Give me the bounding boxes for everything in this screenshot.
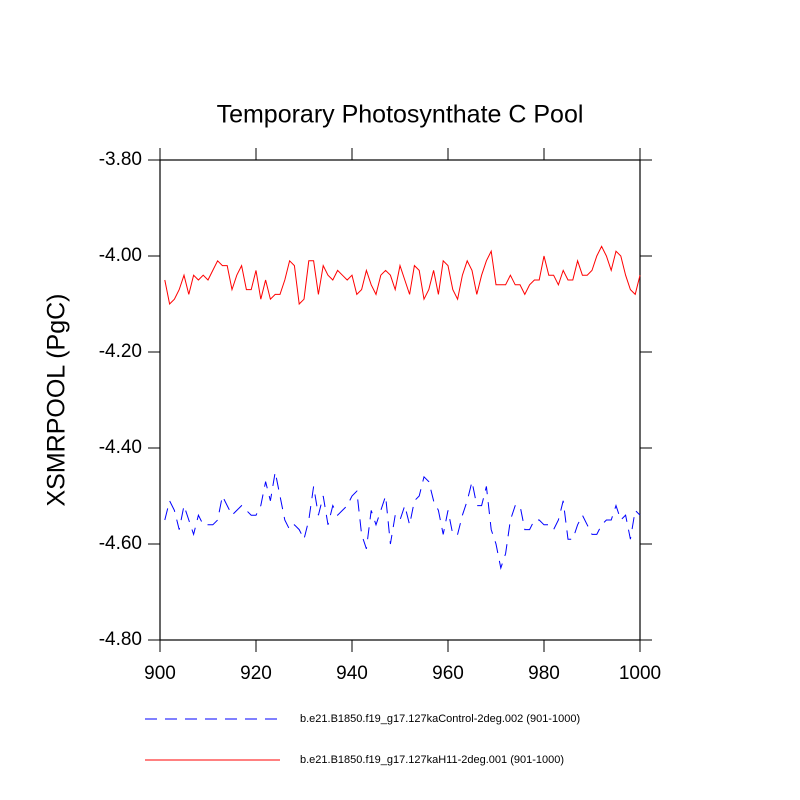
- y-axis-label: XSMRPOOL (PgC): [43, 293, 71, 506]
- x-tick-label: 920: [240, 663, 272, 684]
- legend-text: b.e21.B1850.f19_g17.127kaH11-2deg.001 (9…: [300, 754, 564, 766]
- x-tick-label: 900: [144, 663, 176, 684]
- y-tick-label: -4.40: [99, 437, 142, 458]
- x-tick-label: 960: [432, 663, 464, 684]
- chart-title: Temporary Photosynthate C Pool: [217, 101, 584, 129]
- data-line: [164, 245, 641, 306]
- x-tick-label: 980: [528, 663, 560, 684]
- plot-frame: [159, 159, 641, 641]
- y-tick-label: -4.60: [99, 533, 142, 554]
- data-line: [164, 471, 641, 570]
- legend-text: b.e21.B1850.f19_g17.127kaControl-2deg.00…: [300, 713, 580, 725]
- y-tick-label: -4.20: [99, 341, 142, 362]
- x-tick-label: 940: [336, 663, 368, 684]
- y-tick-label: -4.80: [99, 629, 142, 650]
- x-tick-label: 1000: [619, 663, 661, 684]
- y-tick-label: -3.80: [99, 149, 142, 170]
- y-tick-label: -4.00: [99, 245, 142, 266]
